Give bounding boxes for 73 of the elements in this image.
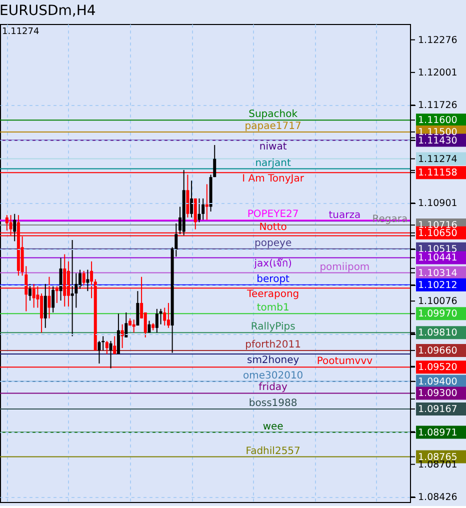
ref-line-label: Fadhil2557 — [246, 446, 300, 457]
y-tick-label: 1.08426 — [418, 492, 458, 504]
ref-line-label: pforth2011 — [245, 339, 301, 350]
candlestick — [116, 313, 120, 355]
ref-line-label: Teerapong — [246, 289, 300, 300]
y-tick-label: 1.11274 — [418, 154, 458, 165]
candlestick — [166, 302, 170, 328]
y-tick-label: 1.09660 — [418, 345, 458, 356]
ref-line-label: I Am TonyJar — [242, 174, 305, 185]
y-tick-label: 1.10441 — [418, 252, 458, 264]
candlestick — [40, 292, 44, 334]
y-tick-label: 1.11158 — [418, 168, 458, 179]
candlestick — [52, 286, 55, 313]
ref-line-label: niwat — [259, 141, 287, 152]
y-tick-label: 1.10515 — [418, 244, 458, 255]
y-tick-label: 1.10901 — [418, 198, 458, 210]
candlestick — [5, 214, 8, 232]
y-tick-label: 1.11430 — [418, 135, 458, 146]
candlestick — [28, 283, 32, 302]
y-tick-label: 1.08971 — [418, 427, 458, 438]
candlestick — [109, 340, 112, 369]
y-tick-label: 1.11726 — [418, 100, 458, 112]
ref-line-label: Pootumvvv — [316, 356, 373, 368]
candlestick — [194, 198, 197, 230]
ref-line-label: boss1988 — [248, 398, 298, 410]
ref-line-label: tuarza — [328, 210, 361, 222]
candlestick — [70, 240, 74, 337]
candlestick — [124, 312, 128, 338]
chart-title: EURUSDm,H4 — [0, 3, 96, 19]
y-tick-label: 1.10212 — [418, 280, 458, 291]
ref-line-label: beropt — [256, 274, 290, 285]
y-tick-label: 1.09400 — [418, 376, 458, 388]
y-tick-label: 1.09167 — [418, 404, 458, 416]
candlestick — [78, 269, 82, 290]
ref-line-label: Notto — [259, 222, 287, 233]
ref-line-label: ome302010 — [242, 370, 304, 382]
y-tick-label: 1.10314 — [418, 268, 458, 279]
ref-line-label: narjant — [255, 158, 292, 169]
y-tick-label: 1.12276 — [418, 34, 458, 46]
candlestick — [86, 269, 90, 292]
candlestick — [98, 340, 101, 364]
y-tick-label: 1.09300 — [418, 388, 458, 400]
ref-line-label: Supachok — [248, 109, 298, 120]
candlestick — [105, 340, 108, 355]
annotation: 1.11274 — [2, 27, 40, 37]
y-tick-label: 1.10076 — [418, 296, 458, 308]
ref-line-label: popeye — [254, 238, 292, 249]
ref-line-label: friday — [258, 382, 288, 394]
candlestick — [13, 213, 16, 242]
ref-line-label: pomiipom — [320, 262, 370, 273]
ref-line-label: POPEYE27 — [247, 209, 299, 220]
y-tick-label: 1.11500 — [418, 126, 458, 138]
candlestick — [44, 283, 47, 328]
candlestick — [136, 290, 140, 326]
candlestick — [198, 198, 201, 223]
candlestick — [59, 257, 62, 302]
y-tick-label: 1.09970 — [418, 308, 458, 320]
candlestick — [205, 184, 208, 220]
candlestick — [163, 307, 166, 326]
ref-line-label: sm2honey — [246, 355, 300, 366]
ref-line-label: RallyPips — [250, 322, 296, 333]
ref-line-label: wee — [262, 421, 284, 432]
y-tick-label: 1.09520 — [418, 362, 458, 374]
candlestick — [202, 198, 205, 220]
y-tick-label: 1.12001 — [418, 67, 458, 78]
candlestick — [155, 308, 158, 334]
ref-line-label: papae1717 — [244, 120, 302, 132]
candlestick — [113, 336, 116, 355]
y-tick-label: 1.11600 — [418, 115, 458, 126]
ref-line-label: tomb1 — [256, 302, 290, 314]
y-tick-label: 1.09810 — [418, 328, 458, 339]
ref-line-label: jax(เจ๊ก) — [253, 258, 292, 270]
candlestick — [190, 180, 194, 218]
